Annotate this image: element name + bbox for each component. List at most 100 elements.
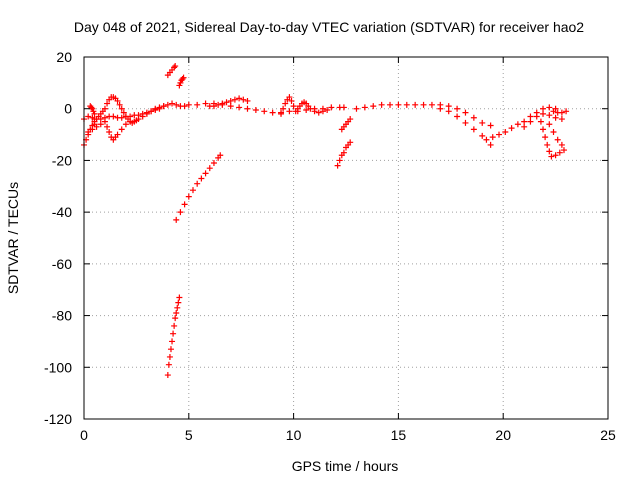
data-point [173, 101, 180, 108]
x-axis-label: GPS time / hours [292, 458, 399, 474]
data-point [556, 149, 563, 156]
data-point [307, 105, 314, 112]
data-point [454, 105, 461, 112]
series-top-4.6 [176, 74, 187, 89]
data-point [175, 299, 182, 306]
data-point [311, 108, 318, 115]
data-point [104, 123, 111, 130]
data-point [189, 187, 196, 194]
data-point [470, 126, 477, 133]
series-early-arcs [81, 94, 167, 148]
data-point [558, 109, 565, 116]
data-point [118, 126, 125, 133]
data-point [240, 96, 247, 103]
data-point [521, 123, 528, 130]
data-point [479, 132, 486, 139]
data-point [540, 110, 547, 117]
x-tick-label: 5 [185, 427, 193, 443]
y-tick-label: -20 [52, 152, 72, 168]
data-point [361, 104, 368, 111]
data-point [174, 304, 181, 311]
data-point [412, 101, 419, 108]
data-point [552, 152, 559, 159]
data-point [166, 353, 173, 360]
y-tick-label: -60 [52, 256, 72, 272]
data-point [177, 209, 184, 216]
data-point [169, 100, 176, 107]
data-point [286, 94, 293, 101]
data-point [278, 110, 285, 117]
plot-frame [83, 56, 609, 420]
data-point [546, 148, 553, 155]
data-point [462, 109, 469, 116]
data-point [227, 103, 234, 110]
data-point [171, 64, 178, 71]
data-point [546, 112, 553, 119]
series-main-band-2 [353, 101, 494, 129]
data-point [165, 361, 172, 368]
data-point [143, 110, 150, 117]
series-recovery-19.5-22.5 [489, 104, 559, 141]
series-arc-4.5-6.5 [173, 152, 224, 223]
y-tick-label: -40 [52, 204, 72, 220]
data-point [198, 175, 205, 182]
data-point [114, 131, 121, 138]
data-point [454, 113, 461, 120]
data-point [244, 97, 251, 104]
data-point [215, 101, 222, 108]
y-tick-label: -80 [52, 308, 72, 324]
data-point [336, 157, 343, 164]
data-point [420, 101, 427, 108]
data-point [552, 114, 559, 121]
data-point [540, 105, 547, 112]
data-point [244, 105, 251, 112]
data-point [445, 108, 452, 115]
data-point [194, 101, 201, 108]
series-hook-22 [537, 118, 567, 160]
data-point [546, 104, 553, 111]
data-point [139, 113, 146, 120]
data-point [219, 100, 226, 107]
data-point [378, 101, 385, 108]
data-point [550, 128, 557, 135]
data-point [550, 108, 557, 115]
data-point [104, 100, 111, 107]
data-point [537, 118, 544, 125]
series-arc-21-22.5 [521, 110, 565, 130]
data-point [118, 105, 125, 112]
data-point [347, 116, 354, 123]
data-point [324, 107, 331, 114]
data-point [89, 126, 96, 133]
y-tick-label: -120 [44, 411, 72, 427]
data-point [514, 121, 521, 128]
data-point [554, 136, 561, 143]
axes: 0 5 10 15 20 25 -120 -100 -80 -60 -40 -20 0 20 [44, 49, 616, 443]
data-point [261, 108, 268, 115]
data-point [181, 201, 188, 208]
data-point [236, 104, 243, 111]
x-tick-label: 25 [600, 427, 616, 443]
data-point [167, 346, 174, 353]
data-point [269, 109, 276, 116]
data-point [290, 103, 297, 110]
data-point [286, 108, 293, 115]
x-tick-label: 10 [286, 427, 302, 443]
data-point [548, 153, 555, 160]
data-point [496, 131, 503, 138]
data-point [122, 121, 129, 128]
series-tail-22.5 [550, 108, 570, 116]
data-point [558, 141, 565, 148]
data-point [483, 136, 490, 143]
data-point [544, 141, 551, 148]
data-point [101, 105, 108, 112]
data-point [315, 109, 322, 116]
data-point [202, 100, 209, 107]
data-point [462, 119, 469, 126]
data-point [487, 141, 494, 148]
y-tick-label: 0 [64, 101, 72, 117]
x-tick-label: 0 [80, 427, 88, 443]
series-drop-12.6 [334, 139, 354, 169]
data-point [152, 105, 159, 112]
data-point [91, 121, 98, 128]
data-point [169, 338, 176, 345]
